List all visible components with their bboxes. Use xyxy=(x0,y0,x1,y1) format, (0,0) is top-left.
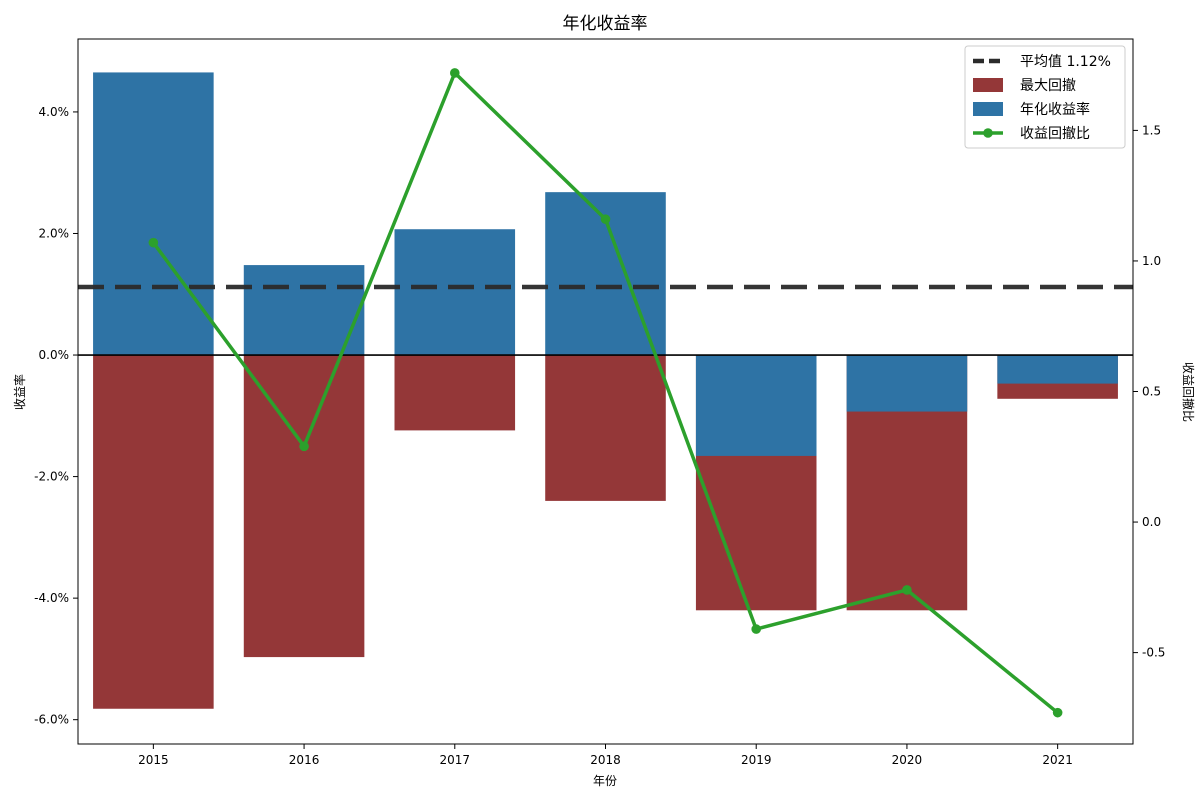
ratio-point-2021 xyxy=(1052,707,1063,718)
y-tick-label-3: -2.0% xyxy=(34,470,69,484)
x-tick-label-2020: 2020 xyxy=(892,753,923,767)
bar-max-drawdown-2018 xyxy=(545,355,666,501)
ratio-point-2020 xyxy=(902,585,912,595)
y-tick-label-5: -6.0% xyxy=(34,713,69,727)
x-tick-label-2015: 2015 xyxy=(138,753,169,767)
plot-area xyxy=(78,68,1133,718)
legend-swatch-annual-return xyxy=(973,102,1003,116)
legend-swatch-ratio xyxy=(973,128,1003,138)
bar-annual-return-2019 xyxy=(695,355,817,456)
bar-annual-return-2021 xyxy=(997,355,1118,384)
bar-annual-return-2017 xyxy=(394,229,516,356)
y-tick-label-0: 4.0% xyxy=(39,105,70,119)
legend-label-annual-return: 年化收益率 xyxy=(1020,101,1090,118)
y2-axis-label: 收益回撤比 xyxy=(1181,362,1196,422)
ratio-point-2016 xyxy=(299,441,309,452)
x-tick-label-2021: 2021 xyxy=(1042,753,1073,767)
x-axis-label: 年份 xyxy=(593,774,617,788)
chart-title: 年化收益率 xyxy=(563,14,648,34)
ratio-point-2017 xyxy=(449,68,460,78)
x-tick-label-2019: 2019 xyxy=(741,753,772,767)
ratio-point-2018 xyxy=(600,214,611,224)
y-axis-label: 收益率 xyxy=(12,374,27,410)
legend-box xyxy=(964,45,1126,149)
y2-tick-label-2: 0.5 xyxy=(1142,385,1161,399)
y2-tick-label-3: 0.0 xyxy=(1142,515,1161,529)
axes: 2015 2016 2017 2018 2019 2020 2021 4.0% 2.0% 0.0%… xyxy=(34,105,1165,767)
legend-label-ratio: 收益回撤比 xyxy=(1020,126,1090,142)
y-tick-label-1: 2.0% xyxy=(39,226,70,240)
bar-max-drawdown-2016 xyxy=(243,355,365,658)
bar-max-drawdown-2017 xyxy=(394,355,516,431)
y2-tick-label-1: 1.0 xyxy=(1142,254,1161,268)
ratio-point-2019 xyxy=(751,624,762,634)
bar-annual-return-2020 xyxy=(846,355,968,412)
y-tick-label-4: -4.0% xyxy=(34,591,69,605)
legend-label-mean: 平均值 1.12% xyxy=(1020,54,1111,70)
bar-max-drawdown-2015 xyxy=(93,355,214,709)
x-tick-label-2018: 2018 xyxy=(590,753,621,767)
legend-label-max-drawdown: 最大回撤 xyxy=(1020,78,1076,94)
bar-annual-return-2016 xyxy=(243,265,365,356)
y2-tick-label-4: -0.5 xyxy=(1142,646,1165,660)
y-tick-label-2: 0.0% xyxy=(39,348,70,362)
bar-annual-return-2015 xyxy=(93,72,214,356)
x-tick-label-2017: 2017 xyxy=(440,753,471,767)
ratio-point-2015 xyxy=(148,237,159,248)
y2-tick-label-0: 1.5 xyxy=(1142,123,1161,137)
legend-swatch-max-drawdown xyxy=(973,78,1003,92)
x-tick-label-2016: 2016 xyxy=(289,753,320,767)
